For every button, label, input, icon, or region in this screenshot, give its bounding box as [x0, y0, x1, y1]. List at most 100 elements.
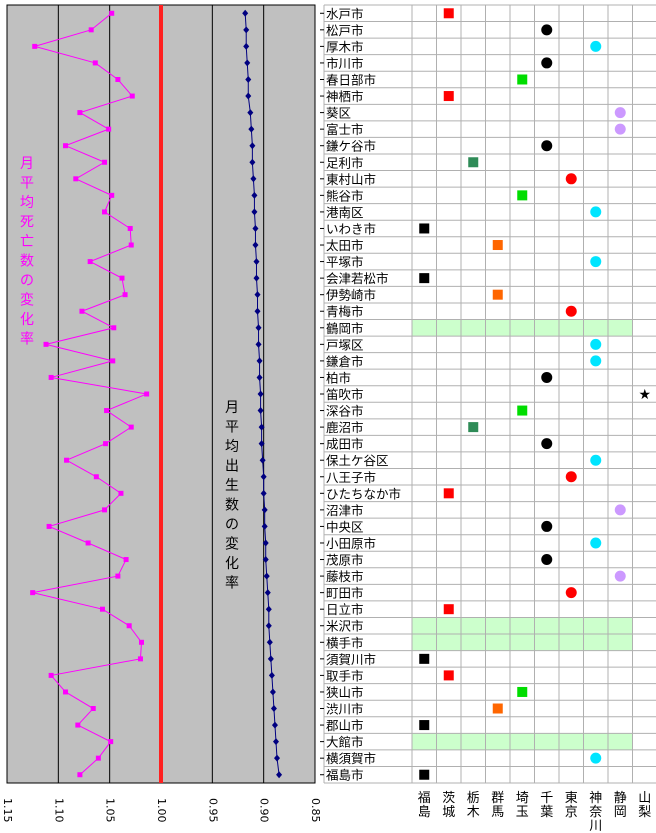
birth-rate-point	[261, 522, 268, 530]
other-prefecture-band	[412, 319, 633, 337]
prefecture-marker	[419, 223, 430, 234]
prefecture-marker	[590, 40, 602, 52]
prefecture-marker	[492, 289, 503, 300]
prefecture-header: 梨	[638, 805, 651, 820]
death-rate-point	[87, 259, 93, 265]
birth-rate-point	[258, 440, 265, 448]
death-rate-point	[110, 358, 116, 364]
city-label: 葵区	[326, 106, 351, 121]
birth-rate-point	[263, 572, 270, 580]
death-rate-point	[122, 292, 128, 298]
city-label: 藤枝市	[326, 569, 364, 584]
city-label: いわき市	[326, 221, 376, 236]
prefecture-marker	[468, 422, 479, 433]
city-label: 松戸市	[326, 23, 364, 38]
city-label: 日立市	[326, 602, 364, 617]
x-axis-ticks: 1.15 1.10 1.05 1.00 0.95 0.90 0.85	[1, 798, 322, 823]
death-rate-point	[99, 606, 105, 612]
birth-rate-point	[254, 307, 261, 315]
death-rate-point	[95, 755, 101, 761]
x-tick-label: 0.85	[309, 798, 322, 823]
death-rate-point	[43, 341, 49, 347]
death-rate-point	[109, 10, 115, 16]
prefecture-header: 東	[565, 790, 578, 806]
birth-rate-point	[268, 671, 275, 679]
prefecture-marker	[590, 454, 602, 466]
prefecture-header: 福	[418, 791, 431, 806]
prefecture-marker	[468, 157, 479, 168]
death-rate-point	[119, 275, 125, 281]
death-rate-point	[90, 706, 96, 712]
city-label: 足利市	[326, 155, 364, 170]
death-rate-label-char: 化	[20, 312, 34, 328]
prefecture-marker	[590, 338, 602, 350]
death-rate-point	[77, 772, 83, 778]
birth-rate-point	[253, 258, 260, 266]
birth-rate-point	[255, 324, 262, 332]
death-rate-point	[128, 242, 134, 248]
prefecture-marker	[541, 554, 553, 566]
birth-rate-point	[259, 456, 266, 464]
city-label: 鶴岡市	[326, 321, 364, 336]
birth-rate-point	[253, 274, 260, 282]
city-label: 戸塚区	[326, 337, 364, 352]
prefecture-header: 木	[467, 805, 480, 820]
prefecture-header: 千	[540, 791, 553, 806]
birth-rate-point	[276, 771, 283, 779]
prefecture-marker	[614, 504, 626, 516]
birth-rate-point	[247, 109, 254, 117]
x-tick-label: 1.15	[1, 798, 14, 823]
city-label: 笛吹市	[326, 387, 364, 402]
city-label: 狭山市	[326, 685, 364, 700]
prefecture-header: 奈	[589, 805, 602, 820]
city-label: 沼津市	[326, 503, 364, 518]
city-label: ひたちなか市	[326, 486, 401, 501]
prefecture-marker	[443, 91, 454, 102]
death-rate-point	[109, 192, 115, 198]
birth-rate-point	[257, 407, 264, 415]
birth-rate-point	[244, 59, 251, 67]
birth-rate-point	[242, 9, 249, 17]
death-rate-point	[129, 93, 135, 99]
birth-rate-label-char: 均	[225, 439, 239, 455]
city-label: 厚木市	[326, 39, 364, 54]
x-tick-label: 1.00	[155, 798, 168, 823]
city-label: 春日部市	[326, 72, 376, 87]
birth-rate-point	[270, 705, 277, 713]
city-label: 鹿沼市	[326, 420, 364, 435]
birth-rate-label-char: 化	[225, 556, 239, 572]
prefecture-header: 山	[638, 791, 651, 806]
city-label: 熊谷市	[326, 188, 364, 203]
prefecture-marker	[443, 670, 454, 681]
death-rate-point	[79, 308, 85, 314]
death-rate-point	[102, 159, 108, 165]
prefecture-marker	[419, 653, 430, 664]
death-rate-point	[102, 209, 108, 215]
x-tick-label: 1.10	[52, 798, 65, 823]
birth-rate-point	[245, 75, 252, 83]
birth-rate-point	[271, 721, 278, 729]
other-prefecture-band	[412, 733, 633, 750]
birth-rate-point	[251, 191, 258, 199]
death-rate-point	[32, 43, 38, 49]
prefecture-marker	[443, 604, 454, 615]
prefecture-header: 静	[614, 791, 627, 806]
birth-rate-label-char: の	[225, 517, 239, 533]
prefecture-header: 岡	[614, 805, 627, 820]
death-rate-point	[127, 225, 133, 231]
prefecture-header: 茨	[442, 791, 455, 806]
prefecture-marker	[517, 190, 528, 201]
city-label: 富士市	[326, 122, 364, 137]
death-rate-point	[93, 474, 99, 480]
city-label: 鎌ケ谷市	[326, 139, 376, 154]
birth-rate-point	[265, 622, 272, 630]
city-label: 鎌倉市	[326, 354, 364, 369]
prefecture-marker	[541, 24, 553, 36]
city-label: 水戸市	[326, 6, 364, 21]
prefecture-marker	[614, 107, 626, 119]
death-rate-point	[77, 110, 83, 116]
city-label: 茂原市	[326, 553, 364, 568]
city-label: 郡山市	[326, 718, 364, 733]
